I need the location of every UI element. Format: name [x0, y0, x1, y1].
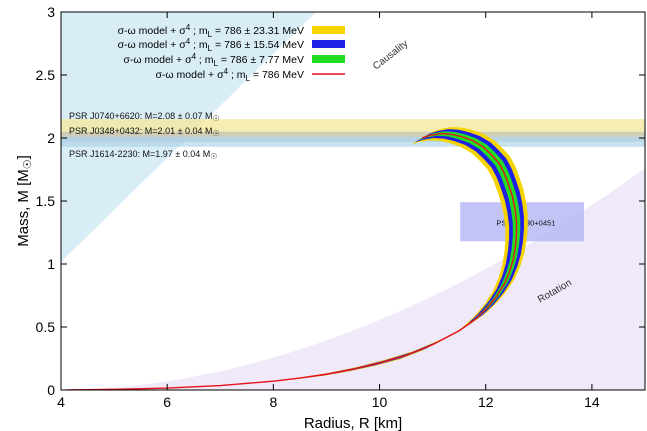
pulsar-label-j1614: PSR J1614-2230: M=1.97 ± 0.04 M☉ — [69, 149, 217, 161]
x-tick-label: 10 — [372, 394, 388, 410]
y-tick-label: 2.5 — [36, 67, 56, 83]
x-tick-label: 12 — [478, 394, 494, 410]
legend-label-0: σ-ω model + σ4 ; mL = 786 ± 23.31 MeV — [118, 23, 304, 39]
y-axis-label: Mass, M [M☉] — [15, 155, 34, 247]
x-tick-label: 4 — [57, 394, 65, 410]
pulsar-label-j0348: PSR J0348+0432: M=2.01 ± 0.04 M☉ — [69, 126, 220, 138]
legend-label-3: σ-ω model + σ4 ; mL = 786 MeV — [155, 67, 304, 83]
y-tick-label: 3 — [47, 4, 55, 20]
y-tick-label: 1 — [47, 256, 55, 272]
y-tick-label: 1.5 — [36, 193, 56, 209]
legend-swatch-0 — [312, 26, 345, 34]
series-line-3 — [66, 132, 518, 390]
legend-swatch-2 — [312, 55, 345, 63]
axis-ticks: 4 6 8 10 12 14 0 0.5 1 1.5 2 2.5 3 — [36, 4, 645, 410]
pulsar-band-2 — [61, 136, 645, 147]
mass-radius-curves — [66, 126, 528, 390]
x-axis-label: Radius, R [km] — [304, 415, 402, 431]
x-tick-label: 14 — [584, 394, 600, 410]
rotation-region — [61, 168, 645, 390]
pulsar-band-1 — [61, 131, 645, 142]
pulsar-bands — [61, 119, 645, 147]
y-tick-label: 0 — [47, 382, 55, 398]
causality-label: Causality — [371, 38, 410, 72]
pulsar-label-j0740: PSR J0740+6620: M=2.08 ± 0.07 M☉ — [69, 111, 220, 123]
legend-label-2: σ-ω model + σ4 ; mL = 786 ± 7.77 MeV — [123, 52, 304, 68]
regions-layer — [61, 12, 645, 390]
y-tick-label: 2 — [47, 130, 55, 146]
x-tick-label: 6 — [163, 394, 171, 410]
pulsar-labels: PSR J0740+6620: M=2.08 ± 0.07 M☉ PSR J03… — [69, 111, 220, 161]
legend: σ-ω model + σ4 ; mL = 786 ± 23.31 MeVσ-ω… — [118, 23, 345, 83]
y-tick-label: 0.5 — [36, 319, 56, 335]
x-tick-label: 8 — [269, 394, 277, 410]
legend-label-1: σ-ω model + σ4 ; mL = 786 ± 15.54 MeV — [118, 37, 304, 53]
legend-swatch-1 — [312, 40, 345, 48]
